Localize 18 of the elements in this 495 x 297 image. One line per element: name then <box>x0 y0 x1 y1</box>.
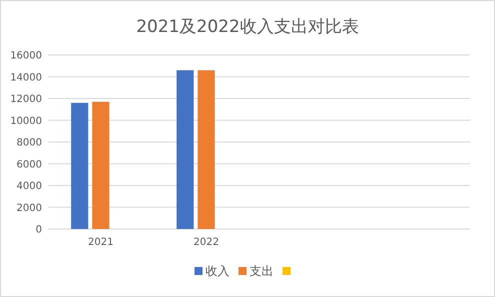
legend-label: 收入 <box>206 264 230 278</box>
bar <box>176 70 194 229</box>
y-tick-label: 2000 <box>16 202 42 214</box>
y-tick-label: 10000 <box>10 116 42 127</box>
y-tick-label: 14000 <box>10 72 42 84</box>
legend-label: 支出 <box>250 264 274 278</box>
chart-title: 2021及2022收入支出对比表 <box>136 17 359 37</box>
y-tick-label: 4000 <box>16 181 42 192</box>
y-tick-label: 6000 <box>16 159 42 170</box>
y-tick-label: 0 <box>36 224 42 236</box>
bar <box>198 70 215 229</box>
y-tick-label: 8000 <box>16 138 42 148</box>
y-tick-label: 16000 <box>10 50 42 62</box>
x-tick-label: 2022 <box>194 237 219 248</box>
x-tick-label: 2021 <box>88 237 114 248</box>
y-tick-label: 12000 <box>10 94 42 105</box>
bar <box>71 102 88 229</box>
bar <box>92 102 110 229</box>
